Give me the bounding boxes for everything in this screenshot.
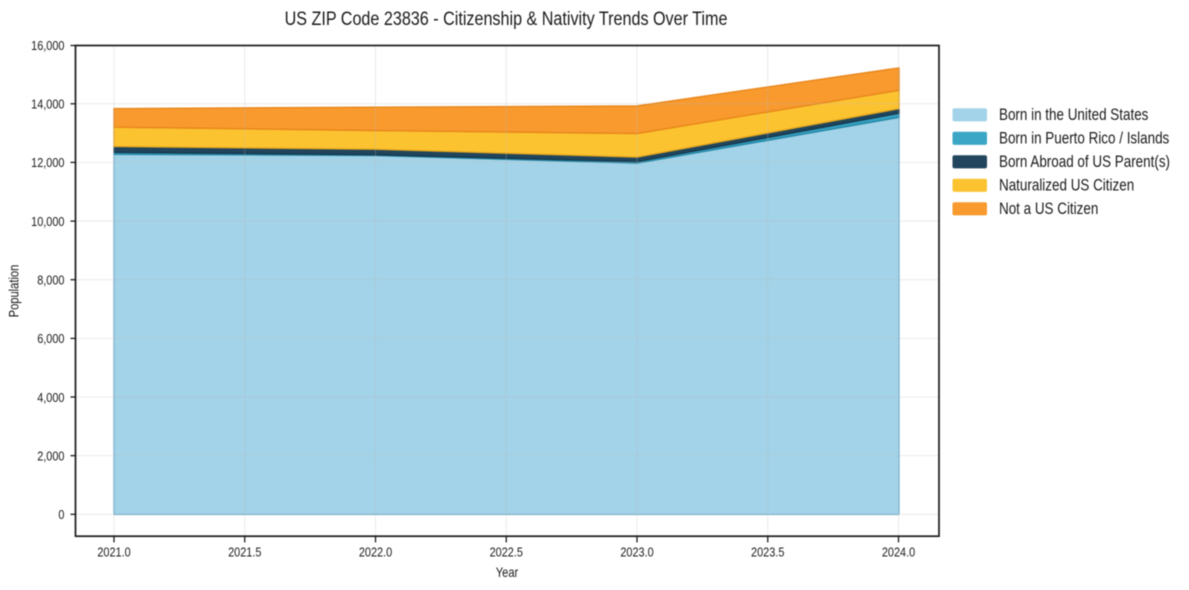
svg-text:2,000: 2,000 [37, 448, 64, 463]
svg-text:2024.0: 2024.0 [882, 544, 916, 559]
svg-text:16,000: 16,000 [31, 38, 65, 53]
svg-text:Population: Population [6, 265, 21, 318]
svg-text:Naturalized US Citizen: Naturalized US Citizen [999, 176, 1134, 195]
svg-text:0: 0 [58, 507, 64, 522]
svg-text:2022.0: 2022.0 [359, 544, 393, 559]
svg-text:Born in the United States: Born in the United States [999, 106, 1148, 125]
svg-text:2023.5: 2023.5 [751, 544, 785, 559]
svg-text:Born in Puerto Rico / Islands: Born in Puerto Rico / Islands [999, 129, 1169, 148]
svg-text:12,000: 12,000 [31, 155, 65, 170]
svg-text:US ZIP Code 23836 - Citizenshi: US ZIP Code 23836 - Citizenship & Nativi… [285, 7, 728, 29]
svg-text:8,000: 8,000 [37, 272, 64, 287]
svg-text:2021.0: 2021.0 [97, 544, 131, 559]
svg-text:10,000: 10,000 [31, 214, 65, 229]
svg-text:2022.5: 2022.5 [490, 544, 524, 559]
svg-text:Born Abroad of US Parent(s): Born Abroad of US Parent(s) [999, 153, 1170, 172]
svg-text:2023.0: 2023.0 [620, 544, 654, 559]
svg-text:Year: Year [496, 565, 519, 580]
svg-text:4,000: 4,000 [37, 390, 64, 405]
svg-text:14,000: 14,000 [31, 97, 65, 112]
svg-text:Not a US Citizen: Not a US Citizen [999, 200, 1098, 219]
svg-text:2021.5: 2021.5 [228, 544, 262, 559]
svg-text:6,000: 6,000 [37, 331, 64, 346]
